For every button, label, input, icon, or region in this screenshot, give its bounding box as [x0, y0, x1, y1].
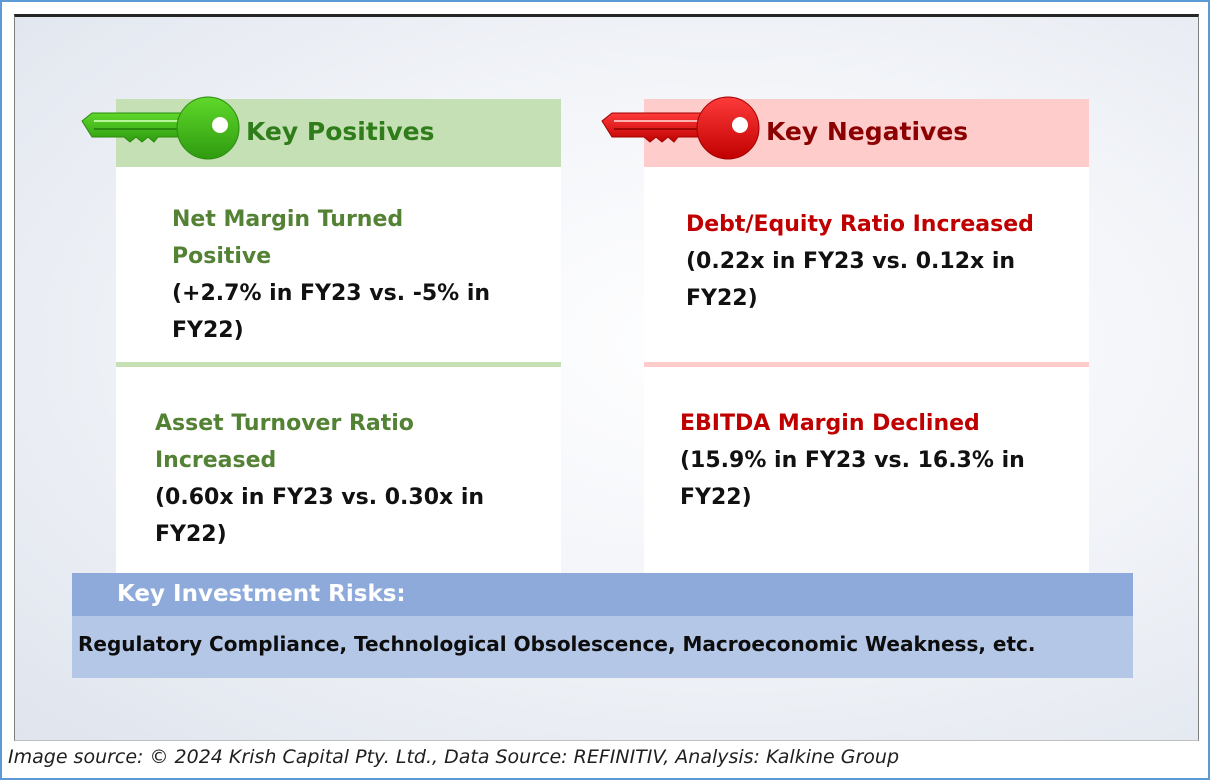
positive-item-1-title-line2: Positive	[172, 244, 272, 269]
positives-divider	[116, 362, 561, 367]
positive-item-1-title-line1: Net Margin Turned	[172, 207, 404, 232]
investment-risks-box: Key Investment Risks: Regulatory Complia…	[72, 573, 1133, 678]
positive-item-2-detail-line1: (0.60x in FY23 vs. 0.30x in	[155, 485, 485, 510]
negative-item-2-detail-line2: FY22)	[680, 485, 752, 510]
negatives-title: Key Negatives	[766, 117, 969, 146]
positive-item-1-detail-line2: FY22)	[172, 318, 244, 343]
negative-item-2-title: EBITDA Margin Declined	[680, 411, 980, 436]
investment-risks-body: Regulatory Compliance, Technological Obs…	[72, 616, 1133, 678]
negative-item-1: Debt/Equity Ratio Increased (0.22x in FY…	[686, 206, 1086, 317]
positive-item-2-title-line1: Asset Turnover Ratio	[155, 411, 414, 436]
positive-item-2-detail-line2: FY22)	[155, 522, 227, 547]
negatives-panel: Key Negatives Debt/Equity Ratio Increase…	[644, 99, 1089, 573]
positive-item-2: Asset Turnover Ratio Increased (0.60x in…	[155, 405, 555, 553]
negative-item-1-detail-line2: FY22)	[686, 286, 758, 311]
investment-risks-header: Key Investment Risks:	[72, 573, 1133, 616]
positive-item-2-title-line2: Increased	[155, 448, 277, 473]
image-source-caption: Image source: © 2024 Krish Capital Pty. …	[8, 746, 900, 768]
positive-item-1: Net Margin Turned Positive (+2.7% in FY2…	[172, 201, 552, 349]
negative-item-1-detail-line1: (0.22x in FY23 vs. 0.12x in	[686, 249, 1016, 274]
negatives-divider	[644, 362, 1089, 367]
positives-panel: Key Positives Net Margin Turned Positive…	[116, 99, 561, 573]
investment-risks-title: Key Investment Risks:	[117, 581, 406, 607]
investment-risks-text: Regulatory Compliance, Technological Obs…	[78, 632, 1036, 656]
negative-item-1-title: Debt/Equity Ratio Increased	[686, 212, 1034, 237]
positive-item-1-detail-line1: (+2.7% in FY23 vs. -5% in	[172, 281, 491, 306]
negative-item-2: EBITDA Margin Declined (15.9% in FY23 vs…	[680, 405, 1080, 516]
positives-title: Key Positives	[246, 117, 435, 146]
negative-item-2-detail-line1: (15.9% in FY23 vs. 16.3% in	[680, 448, 1025, 473]
green-key-icon	[81, 96, 240, 160]
red-key-icon	[601, 96, 760, 160]
